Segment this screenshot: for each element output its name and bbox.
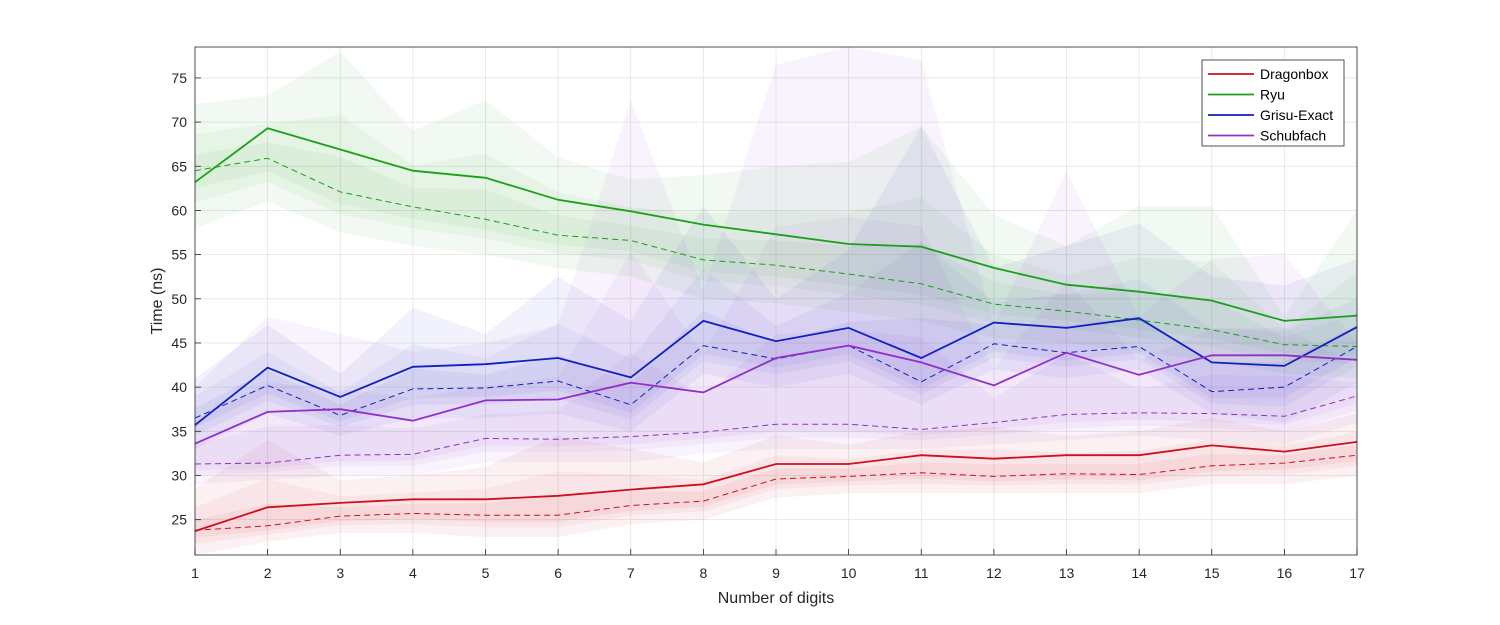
x-tick-label: 7 [627, 565, 635, 581]
schubfach-mean-line [194, 344, 1358, 445]
x-tick-label: 10 [841, 565, 857, 581]
x-axis-label: Number of digits [718, 590, 835, 607]
schubfach-inner-band [195, 216, 1357, 476]
ryu-median-line [194, 157, 1358, 347]
grisu-exact-mean-line [194, 317, 1358, 426]
x-tick-label: 6 [554, 565, 562, 581]
grisu-exact-range-band [195, 126, 1357, 449]
x-tick-label: 17 [1349, 565, 1365, 581]
dragonbox-range-band [195, 413, 1357, 555]
series-bands [195, 47, 1357, 555]
dragonbox-mean-line [194, 441, 1358, 532]
grisu-exact-inner-band [195, 241, 1357, 436]
y-tick-label: 35 [171, 423, 187, 439]
legend-label-schubfach: Schubfach [1260, 128, 1326, 144]
legend-label-grisu-exact: Grisu-Exact [1260, 107, 1333, 123]
y-tick-label: 70 [171, 114, 187, 130]
y-tick-label: 60 [171, 202, 187, 218]
y-axis-label: Time (ns) [149, 268, 166, 335]
x-tick-label: 1 [191, 565, 199, 581]
y-tick-label: 25 [171, 512, 187, 528]
x-tick-label: 16 [1277, 565, 1293, 581]
schubfach-core-band [195, 329, 1357, 471]
y-tick-labels: 25 30 35 40 45 50 55 60 65 70 75 [171, 70, 187, 528]
x-tick-label: 12 [986, 565, 1002, 581]
legend-label-dragonbox: Dragonbox [1260, 66, 1329, 82]
grid-lines [194, 47, 1358, 555]
x-tick-label: 11 [914, 565, 929, 581]
dragonbox-median-line [194, 454, 1358, 531]
series-lines [194, 127, 1358, 532]
dragonbox-inner-band [195, 432, 1357, 544]
y-tick-label: 55 [171, 247, 187, 263]
x-tick-label: 3 [336, 565, 344, 581]
y-tick-label: 50 [171, 291, 187, 307]
legend-label-ryu: Ryu [1260, 87, 1285, 103]
axes [194, 46, 1358, 556]
legend: Dragonbox Ryu Grisu-Exact Schubfach [1201, 59, 1345, 147]
x-tick-label: 8 [699, 565, 707, 581]
y-tick-label: 65 [171, 158, 187, 174]
grisu-exact-core-band [195, 310, 1357, 428]
ryu-mean-line [194, 127, 1358, 322]
x-tick-labels: 1 2 3 4 5 6 7 8 9 10 11 12 13 14 15 16 17 [191, 565, 1365, 581]
x-tick-label: 4 [409, 565, 417, 581]
y-tick-label: 30 [171, 467, 187, 483]
y-tick-label: 40 [171, 379, 187, 395]
x-tick-label: 15 [1204, 565, 1220, 581]
ryu-core-band [195, 142, 1357, 356]
x-tick-label: 5 [482, 565, 490, 581]
ryu-range-band [195, 51, 1357, 379]
dragonbox-core-band [195, 444, 1357, 538]
x-tick-label: 9 [772, 565, 780, 581]
x-tick-label: 14 [1131, 565, 1147, 581]
y-tick-label: 75 [171, 70, 187, 86]
x-tick-label: 13 [1059, 565, 1075, 581]
y-tick-label: 45 [171, 335, 187, 351]
x-tick-label: 2 [264, 565, 272, 581]
schubfach-median-line [194, 395, 1358, 465]
schubfach-range-band [195, 47, 1357, 485]
